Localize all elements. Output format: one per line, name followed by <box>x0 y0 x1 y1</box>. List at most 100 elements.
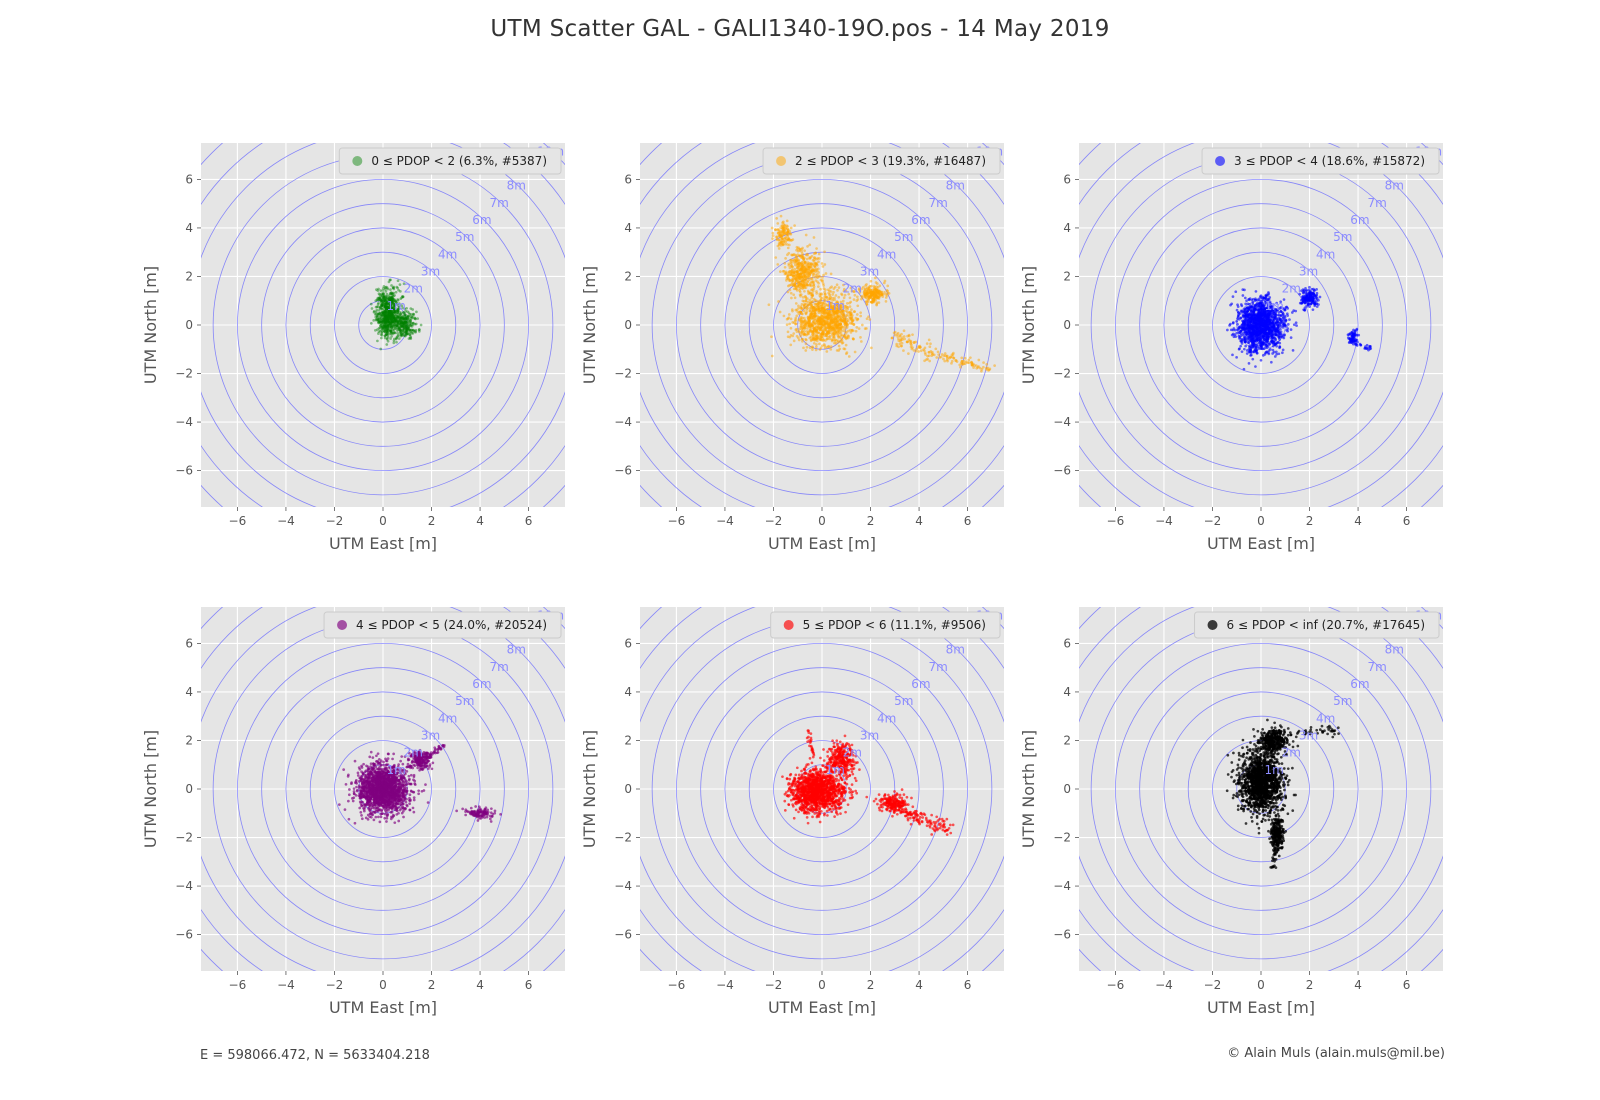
scatter-point <box>812 236 816 239</box>
scatter-point <box>395 336 399 339</box>
scatter-point <box>813 256 817 260</box>
scatter-point <box>1271 333 1274 337</box>
scatter-point <box>800 256 803 259</box>
scatter-point <box>396 311 399 315</box>
scatter-point <box>383 317 387 320</box>
scatter-point <box>380 303 383 306</box>
scatter-point <box>884 293 888 296</box>
scatter-point <box>405 318 409 322</box>
scatter-point <box>909 345 913 349</box>
scatter-point <box>383 315 387 318</box>
scatter-point <box>1368 347 1372 351</box>
scatter-point <box>386 306 389 310</box>
scatter-point <box>1315 296 1318 299</box>
scatter-point <box>865 317 869 321</box>
scatter-point <box>386 316 390 320</box>
y-tick-label: −2 <box>1053 367 1071 381</box>
scatter-point <box>378 296 381 300</box>
scatter-point <box>806 245 809 248</box>
scatter-point <box>392 314 396 318</box>
scatter-point <box>813 326 817 330</box>
distance-circle <box>1115 178 1408 472</box>
scatter-point <box>399 328 402 331</box>
scatter-point <box>386 318 390 322</box>
scatter-point <box>393 311 396 314</box>
scatter-point <box>379 319 383 322</box>
scatter-point <box>408 319 412 323</box>
scatter-point <box>1278 345 1282 348</box>
scatter-point <box>791 253 795 257</box>
scatter-point <box>412 329 416 333</box>
scatter-point <box>925 342 929 345</box>
scatter-point <box>815 262 819 266</box>
scatter-point <box>1264 312 1268 316</box>
scatter-point <box>829 345 833 348</box>
scatter-point <box>388 314 392 318</box>
scatter-point <box>1351 342 1355 346</box>
scatter-point <box>386 319 389 322</box>
scatter-point <box>386 298 390 301</box>
scatter-point <box>939 355 943 359</box>
scatter-point <box>385 310 388 314</box>
scatter-point <box>795 285 799 289</box>
scatter-point <box>388 311 391 315</box>
scatter-point <box>406 332 409 336</box>
scatter-point <box>1300 301 1304 305</box>
scatter-point <box>796 262 799 266</box>
scatter-point <box>804 270 808 274</box>
scatter-point <box>384 305 388 309</box>
scatter-point <box>386 300 390 304</box>
scatter-point <box>926 354 929 358</box>
scatter-point <box>1281 348 1285 352</box>
scatter-point <box>810 277 814 281</box>
scatter-point <box>388 304 392 308</box>
scatter-point <box>833 338 837 342</box>
x-tick-label: −4 <box>1155 514 1173 528</box>
scatter-point <box>844 343 848 347</box>
scatter-point <box>395 324 399 328</box>
scatter-point <box>406 328 410 332</box>
scatter-point <box>383 323 386 327</box>
scatter-point <box>801 337 804 341</box>
scatter-point <box>828 304 832 307</box>
scatter-point <box>409 315 413 318</box>
scatter-point <box>406 320 410 324</box>
scatter-point <box>856 298 860 301</box>
scatter-point <box>384 310 388 314</box>
scatter-point <box>797 304 800 308</box>
scatter-point <box>803 249 806 253</box>
scatter-point <box>391 320 394 324</box>
scatter-point <box>374 318 378 321</box>
scatter-point <box>379 323 383 327</box>
scatter-point <box>817 331 821 335</box>
scatter-point <box>381 301 385 305</box>
scatter-point <box>910 347 914 351</box>
scatter-point <box>401 314 405 318</box>
scatter-point <box>389 325 393 328</box>
scatter-point <box>375 305 379 309</box>
scatter-point <box>782 269 786 273</box>
scatter-point <box>1241 315 1245 318</box>
scatter-point <box>954 359 958 362</box>
scatter-point <box>1245 323 1249 327</box>
scatter-point <box>1355 338 1359 342</box>
scatter-point <box>389 311 393 314</box>
scatter-point <box>839 330 843 334</box>
scatter-point <box>386 325 389 328</box>
scatter-point <box>804 302 808 306</box>
scatter-point <box>404 327 408 331</box>
scatter-point <box>804 349 808 352</box>
scatter-point <box>407 323 411 326</box>
scatter-point <box>817 306 821 310</box>
scatter-point <box>802 333 806 337</box>
distance-circle-label: 3m <box>1299 265 1318 279</box>
scatter-point <box>1245 299 1248 303</box>
scatter-point <box>789 317 793 321</box>
scatter-point <box>856 304 860 308</box>
scatter-point <box>822 273 825 277</box>
scatter-point <box>388 316 392 320</box>
scatter-point <box>404 320 407 324</box>
scatter-point <box>1271 348 1275 352</box>
distance-circle <box>334 276 432 374</box>
